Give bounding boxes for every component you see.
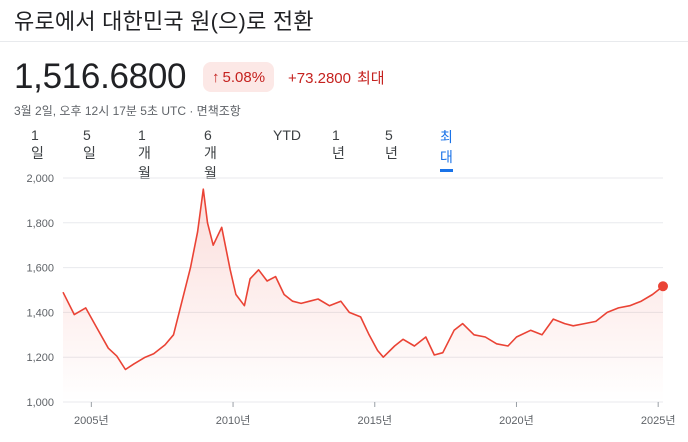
y-tick-label: 1,000 [26, 397, 54, 409]
absolute-change-value: +73.2800 [288, 70, 351, 87]
x-tick-label: 2025년 [641, 414, 676, 427]
x-axis-labels: 2005년 2010년 2015년 2020년 2025년 [74, 402, 675, 427]
y-tick-label: 1,400 [26, 307, 54, 319]
percent-change-badge: ↑ 5.08% [203, 62, 275, 92]
tab-max[interactable]: 최대 [440, 127, 453, 172]
x-tick-label: 2005년 [74, 414, 109, 427]
period-label: 최대 [356, 70, 385, 87]
current-rate: 1,516.6800 [14, 57, 187, 96]
tab-5y[interactable]: 5년 [385, 127, 398, 161]
chart-area-fill [63, 189, 663, 402]
chart-endpoint-marker [658, 281, 668, 292]
header-divider [0, 41, 688, 42]
tab-5d[interactable]: 5일 [83, 127, 96, 161]
x-tick-label: 2020년 [499, 414, 534, 427]
timestamp: 3월 2일, 오후 12시 17분 5초 UTC · 면책조항 [14, 104, 241, 118]
x-tick-label: 2015년 [357, 414, 392, 427]
x-tick-label: 2010년 [216, 414, 251, 427]
page-title: 유로에서 대한민국 원(으)로 전환 [14, 9, 314, 34]
tab-ytd[interactable]: YTD [273, 127, 301, 143]
tab-1m[interactable]: 1개월 [138, 127, 151, 181]
y-tick-label: 1,600 [26, 263, 54, 275]
arrow-up-icon: ↑ [212, 68, 220, 86]
percent-change-value: 5.08% [222, 68, 266, 86]
absolute-change: +73.2800 최대 [288, 67, 385, 88]
chart-series-line [62, 188, 664, 371]
tab-6m[interactable]: 6개월 [204, 127, 217, 181]
y-tick-label: 2,000 [26, 173, 54, 185]
tab-1d[interactable]: 1일 [31, 127, 44, 161]
tab-1y[interactable]: 1년 [332, 127, 345, 161]
y-tick-label: 1,200 [26, 352, 54, 364]
rate-chart[interactable]: 2,000 1,800 1,600 1,400 1,200 1,000 2005년 2010… [0, 160, 688, 442]
y-tick-label: 1,800 [26, 218, 54, 230]
y-axis-labels: 2,000 1,800 1,600 1,400 1,200 1,000 [26, 173, 54, 409]
